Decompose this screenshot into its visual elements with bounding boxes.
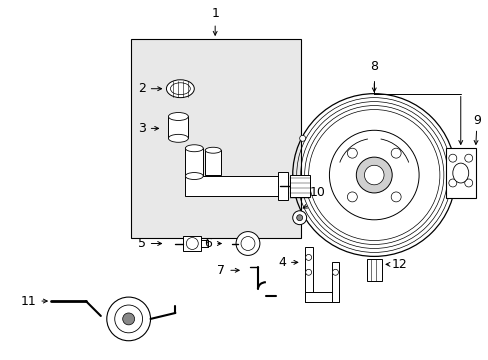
Circle shape	[236, 231, 260, 255]
Circle shape	[464, 154, 472, 162]
Circle shape	[106, 297, 150, 341]
Bar	[277, 172, 287, 200]
Text: 9: 9	[472, 114, 480, 127]
Circle shape	[122, 313, 134, 325]
Text: 1: 1	[211, 7, 219, 20]
Text: 11: 11	[20, 294, 36, 307]
Ellipse shape	[170, 83, 190, 95]
Circle shape	[346, 148, 357, 158]
Bar	[205, 150, 221, 175]
Circle shape	[364, 165, 383, 185]
Ellipse shape	[168, 134, 188, 142]
Bar	[331, 262, 339, 302]
Bar	[185, 176, 279, 196]
Circle shape	[390, 148, 400, 158]
Bar	[130, 39, 300, 238]
Text: 2: 2	[138, 82, 145, 95]
Bar	[183, 235, 201, 251]
Circle shape	[115, 305, 142, 333]
Circle shape	[464, 179, 472, 187]
Ellipse shape	[185, 145, 203, 152]
Circle shape	[390, 192, 400, 202]
Bar	[168, 117, 188, 138]
Circle shape	[346, 192, 357, 202]
Circle shape	[356, 157, 391, 193]
Text: 3: 3	[138, 122, 145, 135]
Text: 12: 12	[391, 258, 407, 271]
Circle shape	[329, 130, 418, 220]
Circle shape	[296, 215, 302, 221]
Circle shape	[186, 238, 198, 249]
Ellipse shape	[168, 113, 188, 121]
Circle shape	[292, 211, 306, 225]
Circle shape	[448, 154, 456, 162]
Text: 5: 5	[137, 237, 145, 250]
Bar	[289, 175, 309, 197]
Ellipse shape	[205, 147, 221, 153]
Circle shape	[448, 179, 456, 187]
Bar	[366, 260, 382, 281]
Circle shape	[305, 269, 311, 275]
Bar	[185, 148, 203, 176]
Text: 7: 7	[217, 264, 224, 277]
Text: 10: 10	[309, 186, 325, 199]
Bar	[304, 292, 339, 302]
Bar	[304, 247, 312, 302]
Text: 8: 8	[369, 60, 378, 73]
Circle shape	[241, 237, 254, 251]
Text: 4: 4	[277, 256, 285, 269]
Text: 6: 6	[204, 237, 212, 250]
Ellipse shape	[185, 172, 203, 180]
Circle shape	[305, 255, 311, 260]
Circle shape	[332, 269, 338, 275]
Circle shape	[299, 135, 305, 141]
Bar	[445, 148, 475, 198]
Ellipse shape	[452, 163, 468, 183]
Ellipse shape	[166, 80, 194, 98]
